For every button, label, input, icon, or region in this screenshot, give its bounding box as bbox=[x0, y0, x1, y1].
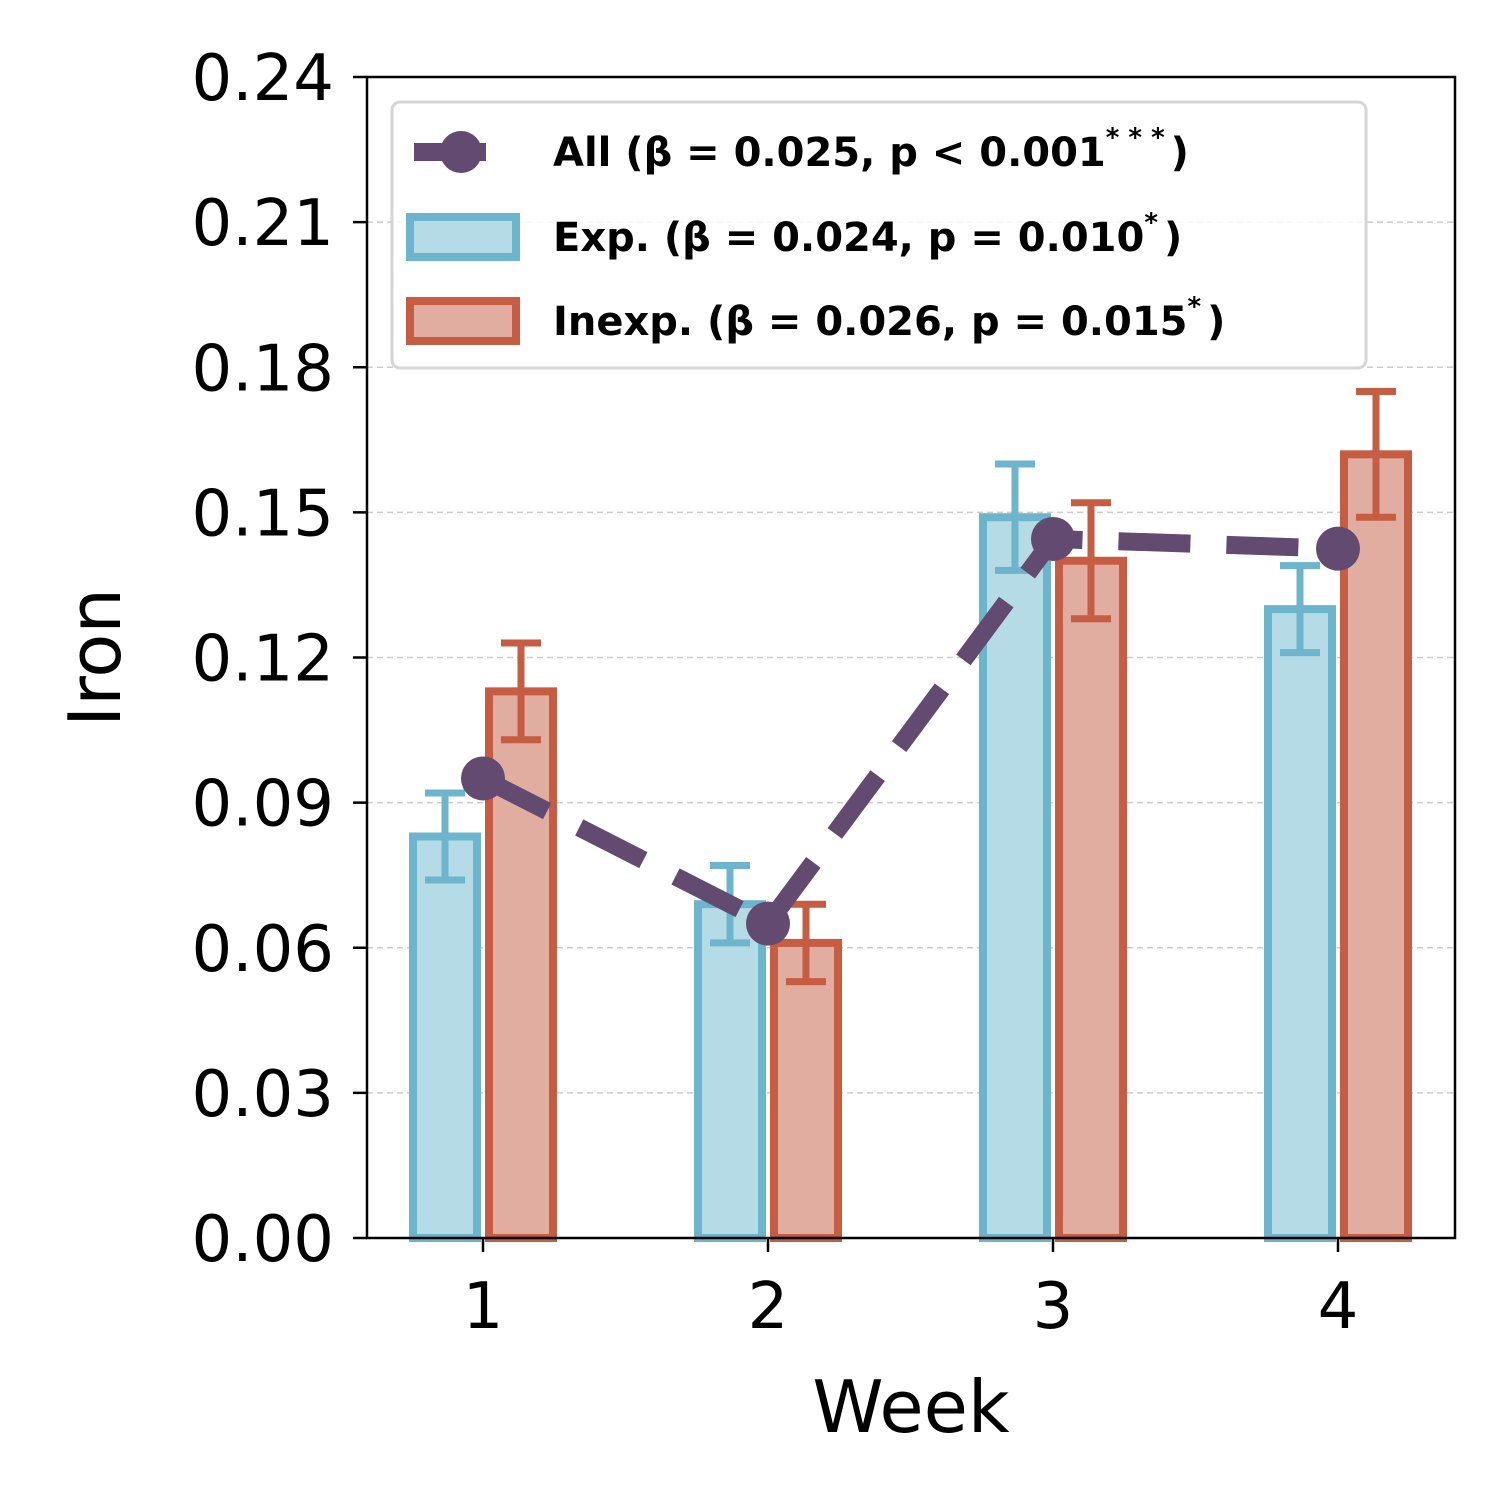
legend-label: All (β = 0.025, p < 0.001* * *) bbox=[553, 123, 1189, 176]
legend-swatch-inexp bbox=[406, 297, 520, 345]
y-tick-label: 0.15 bbox=[192, 477, 335, 551]
bar-exp bbox=[694, 900, 766, 1243]
point-all bbox=[746, 901, 790, 946]
y-axis: 0.00 0.03 0.06 0.09 0.12 0.15 0.18 0.21 0.24 bbox=[192, 42, 367, 1277]
point-all bbox=[1031, 516, 1075, 561]
y-tick-label: 0.18 bbox=[192, 332, 335, 406]
point-all bbox=[461, 756, 505, 801]
point-all bbox=[1316, 526, 1360, 571]
x-axis-title: Week bbox=[812, 1365, 1010, 1449]
legend-label: Exp. (β = 0.024, p = 0.010*) bbox=[553, 208, 1182, 261]
y-tick-label: 0.06 bbox=[192, 913, 335, 987]
y-tick-label: 0.24 bbox=[192, 42, 335, 116]
y-axis-title: Iron bbox=[53, 588, 137, 727]
line-all bbox=[478, 529, 1339, 936]
x-tick-label: 1 bbox=[463, 1270, 504, 1344]
legend: All (β = 0.025, p < 0.001* * *) Exp. (β =… bbox=[390, 100, 1368, 370]
legend-box bbox=[390, 100, 1368, 370]
x-tick-label: 2 bbox=[748, 1270, 789, 1344]
y-tick-label: 0.21 bbox=[192, 187, 335, 261]
bar-inexp bbox=[770, 938, 842, 1242]
all-series-line bbox=[461, 516, 1360, 946]
bars bbox=[409, 387, 1412, 1243]
y-tick-label: 0.00 bbox=[192, 1203, 335, 1277]
x-tick-label: 3 bbox=[1033, 1270, 1074, 1344]
x-tick-label: 4 bbox=[1318, 1270, 1359, 1344]
bar-exp bbox=[1264, 605, 1336, 1242]
y-tick-label: 0.03 bbox=[192, 1058, 335, 1132]
bar-inexp bbox=[1340, 450, 1412, 1242]
legend-marker-all bbox=[440, 131, 482, 173]
bar-exp bbox=[979, 513, 1051, 1242]
legend-label: Inexp. (β = 0.026, p = 0.015*) bbox=[553, 292, 1225, 345]
legend-swatch-exp bbox=[406, 213, 520, 261]
bar-inexp bbox=[1055, 556, 1127, 1242]
y-tick-label: 0.09 bbox=[192, 768, 335, 842]
x-axis: 1 2 3 4 bbox=[463, 1238, 1359, 1344]
y-tick-label: 0.12 bbox=[192, 623, 335, 697]
bar-exp bbox=[409, 832, 481, 1242]
